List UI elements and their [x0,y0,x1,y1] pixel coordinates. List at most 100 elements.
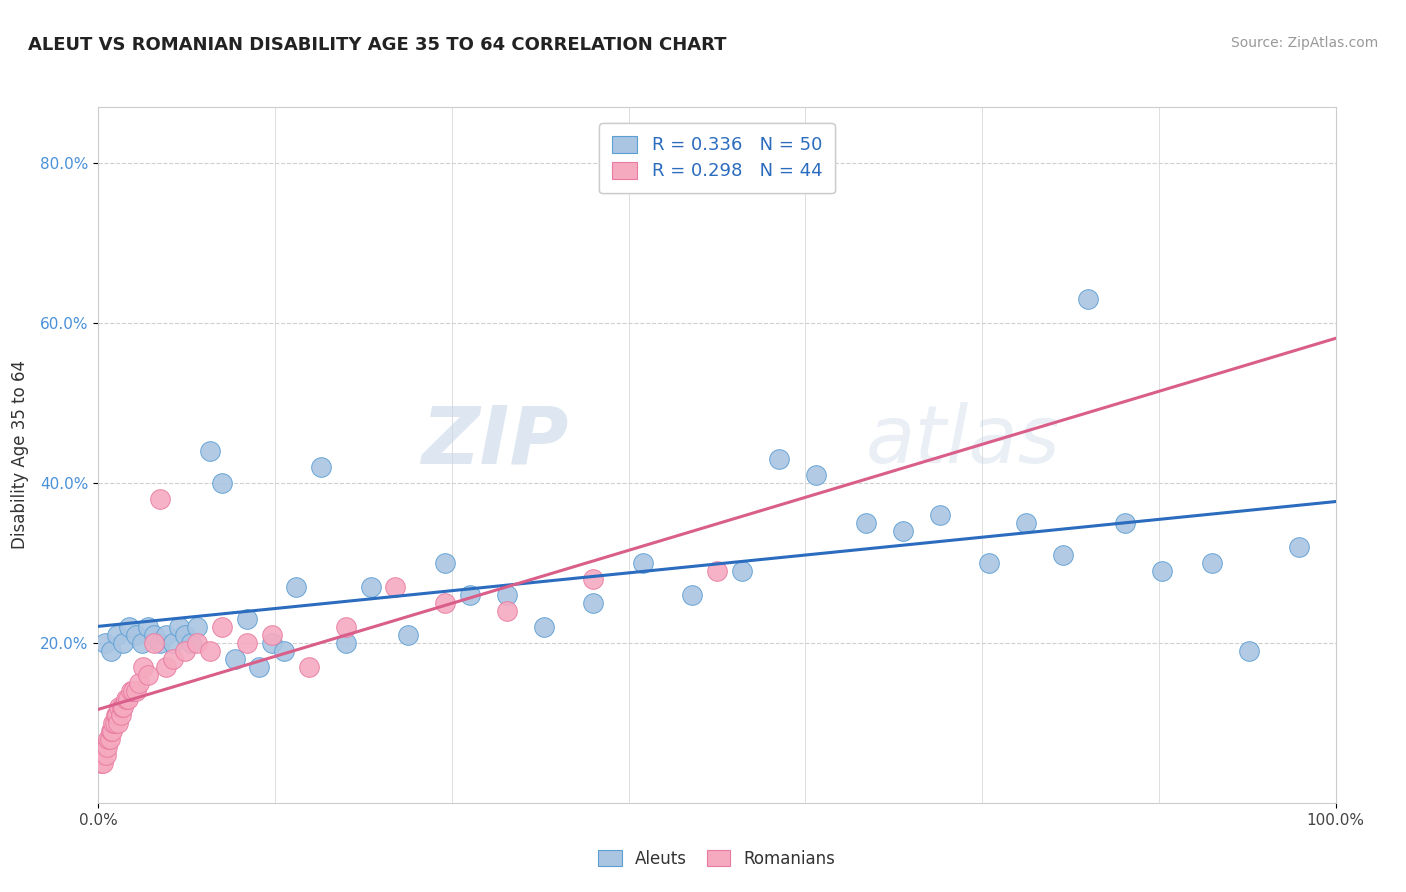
Point [118,620,141,634]
Point [224,652,246,666]
Point [285,580,308,594]
Point [335,636,357,650]
Point [112,699,135,714]
Point [360,580,382,594]
Point [198,444,221,458]
Point [162,636,184,650]
Point [93,756,115,770]
Point [97,731,120,746]
Point [1237,644,1260,658]
Point [107,715,129,730]
Point [533,620,555,634]
Point [384,580,406,594]
Point [117,691,139,706]
Point [495,604,517,618]
Point [111,699,134,714]
Point [186,636,208,650]
Text: ZIP: ZIP [422,402,568,480]
Point [100,723,122,738]
Point [236,636,259,650]
Point [928,508,950,522]
Point [132,660,155,674]
Legend: Aleuts, Romanians: Aleuts, Romanians [592,844,842,875]
Point [706,564,728,578]
Point [582,596,605,610]
Point [433,596,456,610]
Text: atlas: atlas [866,402,1060,480]
Point [105,707,128,722]
Point [110,707,132,722]
Point [149,636,172,650]
Point [731,564,754,578]
Point [768,451,790,466]
Point [174,628,197,642]
Point [174,644,197,658]
Point [98,731,121,746]
Point [103,715,125,730]
Point [128,676,150,690]
Point [1288,540,1310,554]
Point [149,491,172,506]
Point [108,699,131,714]
Point [96,739,118,754]
Point [495,588,517,602]
Point [273,644,295,658]
Point [100,644,122,658]
Point [162,652,184,666]
Point [114,691,136,706]
Point [136,620,159,634]
Point [236,612,259,626]
Point [804,467,827,482]
Legend: R = 0.336   N = 50, R = 0.298   N = 44: R = 0.336 N = 50, R = 0.298 N = 44 [599,123,835,194]
Point [582,572,605,586]
Point [186,620,208,634]
Point [120,683,142,698]
Point [855,516,877,530]
Point [105,628,128,642]
Text: ALEUT VS ROMANIAN DISABILITY AGE 35 TO 64 CORRELATION CHART: ALEUT VS ROMANIAN DISABILITY AGE 35 TO 6… [28,36,727,54]
Point [93,636,115,650]
Point [1015,516,1038,530]
Point [180,636,202,650]
Point [167,620,190,634]
Point [103,715,125,730]
Point [155,628,177,642]
Point [104,707,127,722]
Point [1114,516,1136,530]
Point [1152,564,1174,578]
Point [396,628,419,642]
Point [433,556,456,570]
Point [90,756,112,770]
Point [91,747,114,762]
Point [122,683,145,698]
Point [124,683,146,698]
Point [260,628,283,642]
Point [1052,548,1074,562]
Point [891,524,914,538]
Point [979,556,1001,570]
Point [94,747,117,762]
Point [211,620,233,634]
Point [124,628,146,642]
Point [136,668,159,682]
Point [681,588,703,602]
Point [131,636,153,650]
Text: Source: ZipAtlas.com: Source: ZipAtlas.com [1230,36,1378,50]
Point [155,660,177,674]
Point [631,556,654,570]
Point [335,620,357,634]
Point [101,723,124,738]
Point [1201,556,1223,570]
Point [112,636,135,650]
Point [1077,292,1099,306]
Point [260,636,283,650]
Point [298,660,321,674]
Point [198,644,221,658]
Point [211,475,233,490]
Point [143,636,166,650]
Y-axis label: Disability Age 35 to 64: Disability Age 35 to 64 [11,360,30,549]
Point [309,459,332,474]
Point [458,588,481,602]
Point [143,628,166,642]
Point [247,660,270,674]
